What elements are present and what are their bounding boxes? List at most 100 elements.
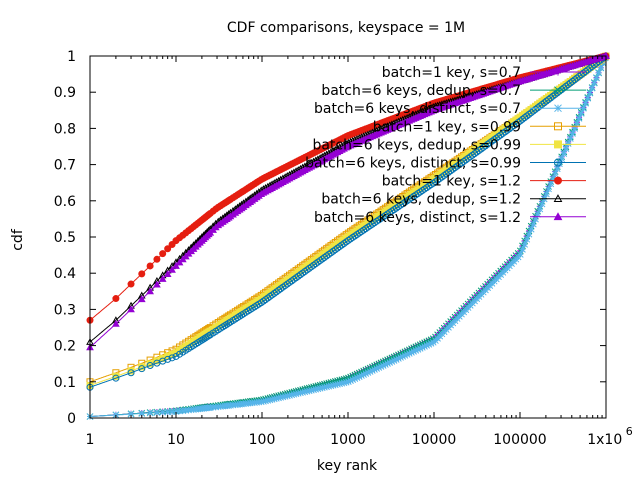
data-point: [384, 360, 391, 367]
data-point: [536, 102, 544, 110]
data-point: [340, 379, 348, 387]
data-point: [368, 367, 376, 374]
data-point: [421, 343, 428, 350]
data-point: [534, 210, 542, 218]
data-point: [532, 105, 540, 113]
data-point: [523, 235, 531, 243]
data-point: [223, 320, 231, 328]
data-point: [551, 91, 559, 99]
data-point: [327, 382, 335, 390]
data-point: [318, 384, 326, 392]
data-point: [584, 94, 592, 102]
data-point: [584, 66, 592, 74]
data-point: [414, 346, 422, 353]
y-axis-label: cdf: [10, 228, 26, 251]
data-point: [536, 205, 544, 213]
x-tick-label-text: 100: [249, 432, 276, 448]
data-point: [521, 240, 528, 248]
data-point: [551, 170, 559, 178]
data-point: [573, 74, 581, 82]
data-point: [395, 355, 402, 362]
data-point: [529, 220, 537, 228]
data-point: [366, 368, 374, 375]
legend-entry: batch=6 keys, distinct, s=1.2: [314, 210, 586, 226]
data-point: [146, 360, 154, 368]
data-point: [360, 371, 367, 378]
x-tick-label-text: 1: [86, 432, 95, 448]
data-point: [138, 365, 146, 373]
data-point: [172, 408, 180, 415]
legend-label: batch=6 keys, dedup, s=0.7: [321, 83, 521, 99]
data-point: [521, 114, 529, 122]
data-point: [554, 122, 562, 131]
data-point: [299, 388, 307, 396]
data-point: [286, 391, 293, 399]
data-point: [392, 356, 400, 363]
data-point: [127, 305, 135, 313]
data-point: [351, 375, 359, 382]
data-point: [303, 387, 311, 395]
data-point: [127, 367, 135, 375]
data-point: [279, 393, 287, 401]
data-point: [566, 135, 574, 142]
data-point: [308, 386, 315, 394]
data-point: [138, 410, 146, 417]
data-point: [277, 285, 285, 293]
data-point: [554, 104, 562, 113]
y-tick-label: 0.9: [54, 85, 76, 101]
data-point: [532, 215, 539, 223]
data-point: [571, 76, 579, 84]
data-point: [571, 125, 579, 132]
data-point: [301, 388, 309, 396]
data-point: [397, 354, 404, 361]
data-point: [138, 363, 146, 371]
data-point: [556, 160, 563, 168]
data-point: [323, 383, 330, 391]
data-point: [545, 185, 552, 193]
data-point: [554, 86, 562, 94]
data-point: [525, 110, 533, 118]
data-point: [553, 194, 563, 202]
data-point: [558, 155, 565, 163]
data-point: [579, 69, 587, 77]
x-axis-label: key rank: [317, 458, 378, 474]
data-point: [153, 255, 161, 263]
data-point: [547, 94, 555, 102]
data-point: [159, 250, 167, 258]
legend-label: batch=6 keys, distinct, s=0.7: [314, 101, 521, 117]
data-point: [593, 74, 600, 82]
data-point: [163, 270, 172, 278]
data-point: [562, 145, 570, 152]
data-point: [314, 385, 322, 393]
data-point: [127, 369, 135, 377]
data-point: [410, 348, 418, 355]
data-point: [198, 336, 206, 344]
data-point: [549, 92, 557, 100]
y-tick-label: 0.5: [54, 230, 76, 246]
data-point: [547, 180, 555, 188]
data-point: [358, 372, 365, 379]
y-tick-label: 0.1: [54, 375, 76, 391]
data-point: [273, 395, 280, 402]
data-point: [338, 379, 346, 387]
data-point: [377, 363, 385, 370]
x-tick-label: 100: [249, 432, 276, 448]
y-tick-label: 0.2: [54, 339, 76, 355]
data-point: [112, 319, 120, 327]
y-tick-label: 0.6: [54, 194, 76, 210]
x-tick-label-text: 1x10: [587, 432, 622, 448]
data-point: [375, 364, 383, 371]
legend-label: batch=1 key, s=1.2: [382, 174, 521, 190]
data-point: [542, 97, 550, 105]
data-point: [586, 64, 594, 72]
data-point: [543, 190, 550, 198]
legend: batch=1 key, s=0.7 batch=6 keys, dedup, s…: [305, 65, 586, 226]
data-point: [399, 353, 407, 360]
data-point: [545, 96, 553, 104]
series-6: [86, 52, 610, 391]
y-tick-label: 0.4: [54, 266, 76, 282]
legend-entry: batch=1 key, s=0.99: [373, 119, 586, 135]
data-point: [562, 82, 570, 90]
y-tick-label: 0: [67, 411, 76, 427]
data-point: [554, 176, 562, 185]
